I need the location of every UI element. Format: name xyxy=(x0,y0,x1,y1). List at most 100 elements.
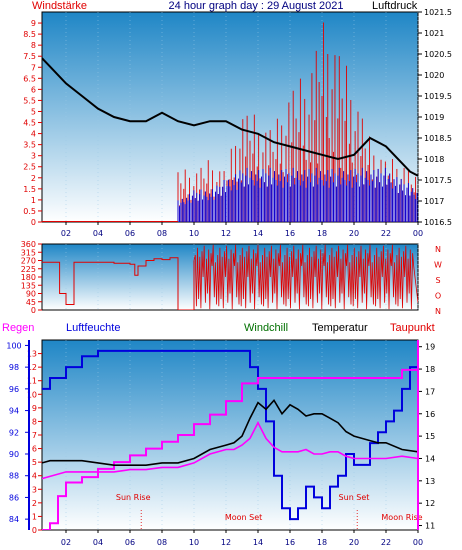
x-tick-label: 02 xyxy=(61,538,71,547)
panel1-right-axis: 1016.5 1017 1017.5 1018 1018.5 1019 1019.5 1020… xyxy=(418,8,452,227)
x-tick-label: 22 xyxy=(381,229,391,238)
humidity-tick-label: 92 xyxy=(9,428,19,437)
chart-title: 24 hour graph day : 29 August 2021 xyxy=(169,0,344,12)
windstaerke-label: Windstärke xyxy=(32,0,87,12)
panel1-grid xyxy=(65,12,419,222)
left-tick-label: 0.5 xyxy=(23,207,36,216)
rain-line xyxy=(42,356,418,530)
left-tick-label: 1 xyxy=(31,196,36,205)
regen-tick-label: 2 xyxy=(32,499,37,508)
regen-tick-label: 7 xyxy=(32,431,37,440)
x-tick-label: 04 xyxy=(93,229,103,238)
humidity-tick-label: 100 xyxy=(6,341,21,350)
temp-tick-label: 15 xyxy=(425,432,435,441)
x-tick-label: 16 xyxy=(285,229,295,238)
humidity-tick-label: 86 xyxy=(9,493,19,502)
temp-tick-label: 18 xyxy=(425,365,435,374)
x-tick-label: 12 xyxy=(221,229,231,238)
direction-tick-label: 225 xyxy=(21,265,36,274)
compass-label: N xyxy=(435,307,441,316)
x-tick-label: 10 xyxy=(189,229,199,238)
regen-tick-label: 0 xyxy=(32,526,37,535)
x-tick-label: 10 xyxy=(189,538,199,547)
x-tick-label: 22 xyxy=(381,538,391,547)
left-tick-label: 5.5 xyxy=(23,96,36,105)
regen-tick-label: 6 xyxy=(32,445,37,454)
right-tick-label: 1020.5 xyxy=(424,50,452,59)
panel3-series xyxy=(42,349,418,530)
temp-tick-label: 14 xyxy=(425,454,435,463)
left-tick-label: 9 xyxy=(31,19,36,28)
regen-tick-label: 8 xyxy=(32,417,37,426)
left-tick-label: 3 xyxy=(31,152,36,161)
right-tick-label: 1018 xyxy=(424,155,444,164)
humidity-tick-label: 94 xyxy=(9,407,19,416)
compass-label: N xyxy=(435,245,441,254)
left-tick-label: 8.5 xyxy=(23,30,36,39)
direction-tick-label: 135 xyxy=(21,281,36,290)
left-tick-label: 6 xyxy=(31,85,36,94)
right-tick-label: 1016.5 xyxy=(424,218,452,227)
x-tick-label: 20 xyxy=(349,538,359,547)
regen-tick-label: 5 xyxy=(32,458,37,467)
regen-tick-label: 13 xyxy=(27,350,37,359)
direction-tick-label: 45 xyxy=(26,298,36,307)
right-tick-label: 1021 xyxy=(424,29,444,38)
moon-rise-label: Moon Rise xyxy=(381,513,422,522)
x-tick-label: 14 xyxy=(253,229,263,238)
temp-tick-label: 19 xyxy=(425,343,435,352)
direction-tick-label: 90 xyxy=(26,290,36,299)
left-tick-label: 0 xyxy=(31,218,36,227)
left-tick-label: 7 xyxy=(31,63,36,72)
direction-tick-label: 270 xyxy=(21,257,36,266)
direction-line-early xyxy=(42,257,195,310)
x-tick-label: 06 xyxy=(125,538,135,547)
x-tick-label: 06 xyxy=(125,229,135,238)
regen-tick-label: 11 xyxy=(27,377,37,386)
direction-line-oscillation xyxy=(193,244,418,310)
taupunkt-label: Taupunkt xyxy=(390,322,435,334)
moon-set-label: Moon Set xyxy=(225,513,262,522)
humidity-tick-label: 96 xyxy=(9,385,19,394)
x-tick-label: 08 xyxy=(157,538,167,547)
regen-tick-label: 3 xyxy=(32,485,37,494)
temperature-line xyxy=(42,399,418,466)
temperatur-label: Temperatur xyxy=(312,322,368,334)
x-tick-label: 00 xyxy=(413,538,423,547)
regen-tick-label: 1 xyxy=(32,512,37,521)
left-tick-label: 4 xyxy=(31,130,36,139)
direction-tick-label: 315 xyxy=(21,248,36,257)
temp-tick-label: 11 xyxy=(425,522,435,531)
luftfeuchte-label: Luftfeuchte xyxy=(66,322,120,334)
regen-tick-label: 10 xyxy=(27,390,37,399)
x-tick-label: 18 xyxy=(317,229,327,238)
regen-tick-label: 12 xyxy=(27,363,37,372)
panel1-left-axis: 0 0.5 1 1.5 2 2.5 3 3.5 4 4.5 5 5.5 6 6.5 7 7.5 8 8.5 9 xyxy=(23,19,42,227)
pressure-line xyxy=(42,57,418,177)
humidity-line xyxy=(42,349,418,521)
temp-tick-label: 16 xyxy=(425,410,435,419)
windchill-label: Windchill xyxy=(244,322,288,334)
left-tick-label: 5 xyxy=(31,107,36,116)
right-tick-label: 1020 xyxy=(424,71,444,80)
regen-label: Regen xyxy=(2,322,34,334)
right-tick-label: 1018.5 xyxy=(424,134,452,143)
humidity-tick-label: 90 xyxy=(9,450,19,459)
panel2-series xyxy=(42,244,418,310)
panel3-x-axis: 02 04 06 08 10 12 14 16 18 20 22 00 xyxy=(61,530,423,547)
left-tick-label: 1.5 xyxy=(23,185,36,194)
left-tick-label: 4.5 xyxy=(23,119,36,128)
right-tick-label: 1019.5 xyxy=(424,92,452,101)
panel3-background xyxy=(41,339,419,531)
x-tick-label: 14 xyxy=(253,538,263,547)
x-tick-label: 04 xyxy=(93,538,103,547)
sun-set-label: Sun Set xyxy=(339,493,370,502)
left-tick-label: 8 xyxy=(31,41,36,50)
regen-tick-label: 4 xyxy=(32,472,37,481)
compass-label: S xyxy=(435,276,440,285)
right-tick-label: 1017.5 xyxy=(424,176,452,185)
humidity-tick-label: 98 xyxy=(9,363,19,372)
